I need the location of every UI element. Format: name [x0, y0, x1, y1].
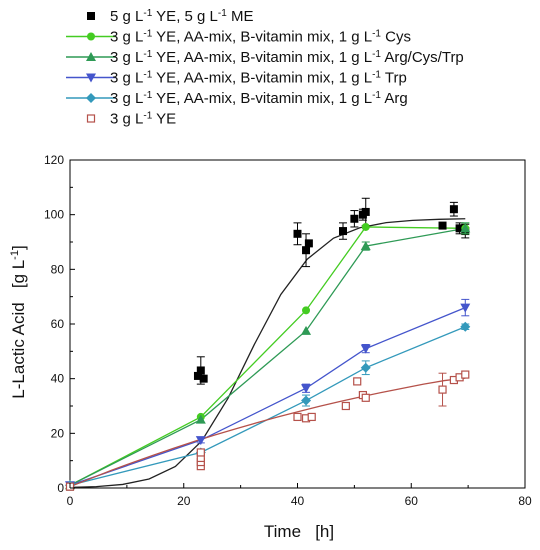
x-tick-label: 20: [177, 494, 191, 508]
legend-label: 3 g L-1 YE, AA-mix, B-vitamin mix, 1 g L…: [110, 69, 407, 87]
data-point: [460, 321, 471, 332]
data-point: [195, 414, 206, 424]
data-point: [360, 241, 371, 251]
data-point: [196, 366, 205, 375]
data-point: [353, 377, 362, 386]
legend-label: 3 g L-1 YE, AA-mix, B-vitamin mix, 1 g L…: [110, 90, 408, 108]
data-point: [449, 205, 458, 214]
x-tick-label: 80: [518, 494, 532, 508]
legend: 5 g L-1 YE, 5 g L-1 ME 3 g L-1 YE, AA-mix…: [66, 8, 464, 128]
y-tick-label: 40: [51, 372, 65, 386]
series-line-2: [69, 227, 466, 486]
x-axis: 0 20 40 60 80: [67, 483, 532, 508]
x-tick-label: 0: [67, 494, 74, 508]
data-point: [350, 214, 359, 223]
legend-marker: [87, 12, 95, 20]
data-point: [460, 303, 471, 313]
series-line-5: [69, 377, 466, 488]
legend-marker: [86, 73, 96, 83]
data-point: [339, 227, 347, 236]
data-point: [301, 384, 312, 394]
x-tick-label: 40: [291, 494, 305, 508]
data-point: [302, 246, 311, 255]
y-tick-label: 80: [51, 262, 65, 276]
y-tick-label: 20: [51, 426, 65, 440]
legend-item-0: 5 g L-1 YE, 5 g L-1 ME: [87, 8, 253, 26]
plot-area: [65, 159, 526, 491]
legend-item-4: 3 g L-1 YE, AA-mix, B-vitamin mix, 1 g L…: [66, 90, 408, 108]
y-tick-label: 0: [57, 481, 64, 495]
data-point: [193, 371, 202, 380]
legend-item-2: 3 g L-1 YE, AA-mix, B-vitamin mix, 1 g L…: [66, 49, 464, 67]
x-axis-label: Time [h]: [264, 522, 334, 541]
legend-label: 3 g L-1 YE, AA-mix, B-vitamin mix, 1 g L…: [110, 28, 411, 46]
x-tick-label: 60: [405, 494, 419, 508]
series-line-1: [69, 226, 466, 486]
data-point: [199, 374, 208, 383]
data-point: [196, 448, 205, 457]
data-point: [304, 239, 313, 248]
data-point: [301, 395, 312, 406]
series-line-4: [69, 326, 466, 486]
legend-marker: [86, 93, 96, 103]
data-point: [293, 229, 302, 238]
data-point: [361, 393, 370, 402]
data-point: [302, 306, 311, 315]
data-point: [461, 370, 470, 379]
y-tick-label: 100: [44, 208, 64, 222]
data-point: [438, 221, 447, 230]
data-point: [360, 362, 371, 373]
legend-item-5: 3 g L-1 YE: [86, 110, 176, 128]
data-point: [301, 325, 312, 335]
data-point: [455, 224, 464, 233]
series-line-0: [69, 218, 466, 489]
y-axis-label: L-Lactic Acid [g L-1]: [9, 245, 28, 398]
data-point: [361, 207, 370, 216]
legend-label: 3 g L-1 YE, AA-mix, B-vitamin mix, 1 g L…: [110, 49, 464, 67]
y-axis: 0 20 40 60 80 100 120: [44, 153, 75, 495]
legend-marker: [87, 32, 95, 41]
legend-item-1: 3 g L-1 YE, AA-mix, B-vitamin mix, 1 g L…: [66, 28, 411, 46]
data-point: [360, 344, 371, 354]
legend-marker: [86, 114, 96, 123]
y-tick-label: 120: [44, 153, 64, 167]
legend-label: 5 g L-1 YE, 5 g L-1 ME: [110, 8, 253, 26]
data-point: [438, 385, 447, 394]
legend-item-3: 3 g L-1 YE, AA-mix, B-vitamin mix, 1 g L…: [66, 69, 407, 87]
data-point: [307, 412, 316, 422]
data-point: [341, 401, 350, 411]
y-tick-label: 60: [51, 317, 65, 331]
data-point: [195, 436, 206, 446]
legend-marker: [86, 52, 96, 61]
data-point: [293, 412, 302, 422]
series-line-3: [69, 306, 466, 486]
legend-label: 3 g L-1 YE: [110, 110, 176, 128]
data-point: [361, 222, 370, 231]
data-point: [460, 223, 471, 233]
